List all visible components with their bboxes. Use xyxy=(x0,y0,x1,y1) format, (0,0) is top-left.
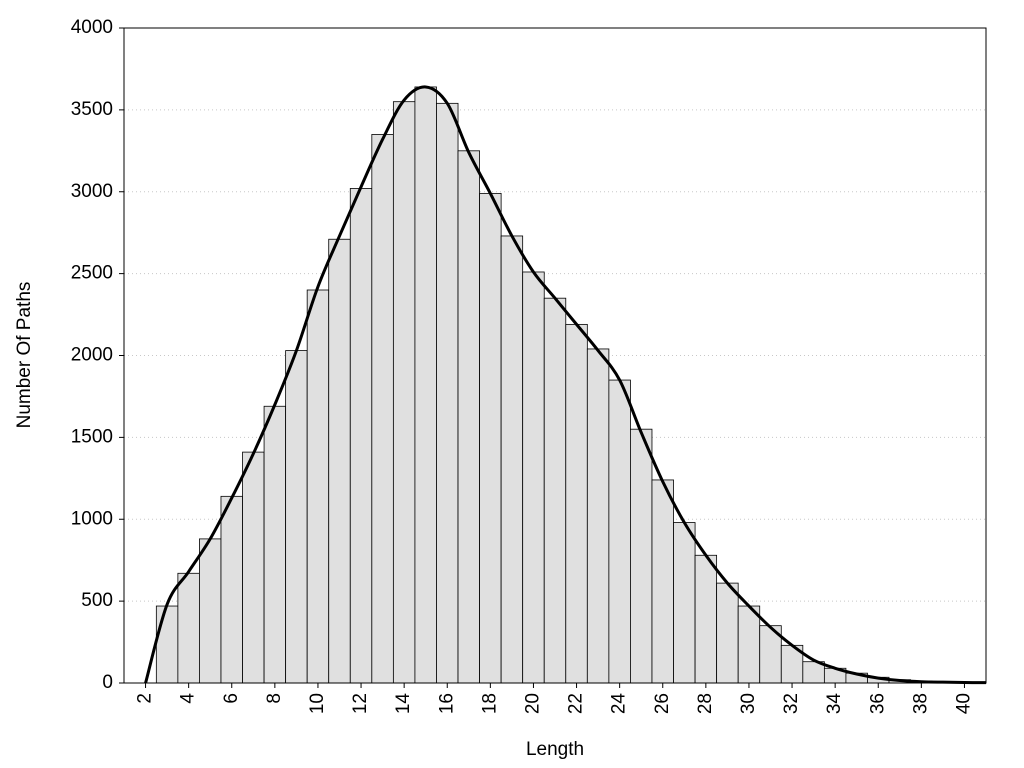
x-tick-label: 4 xyxy=(178,693,199,704)
bar xyxy=(500,235,524,684)
x-tick-label: 24 xyxy=(609,693,630,715)
bar xyxy=(349,188,373,684)
y-tick-label: 1000 xyxy=(71,508,113,529)
bar xyxy=(737,605,761,684)
bar xyxy=(392,101,416,684)
bar xyxy=(543,297,567,684)
bar xyxy=(220,495,243,684)
bar xyxy=(565,323,588,684)
x-tick-label: 18 xyxy=(479,693,500,714)
bar xyxy=(371,134,394,684)
x-tick-label: 10 xyxy=(307,693,328,714)
x-tick-label: 36 xyxy=(867,693,888,714)
x-tick-label: 22 xyxy=(566,693,587,714)
x-tick-label: 12 xyxy=(350,693,371,714)
y-tick-label: 3500 xyxy=(71,99,113,120)
y-tick-label: 1500 xyxy=(71,426,113,447)
y-tick-label: 0 xyxy=(102,672,113,693)
x-tick-label: 6 xyxy=(221,693,242,704)
bar xyxy=(199,538,222,684)
bar xyxy=(651,479,674,684)
y-tick-label: 2500 xyxy=(71,263,113,284)
bar xyxy=(414,86,437,684)
bar xyxy=(177,572,200,684)
bar xyxy=(608,379,631,684)
y-tick-label: 500 xyxy=(81,590,113,611)
bar xyxy=(242,451,265,684)
x-tick-label: 14 xyxy=(393,693,414,715)
bar xyxy=(694,554,718,684)
bar xyxy=(457,150,480,684)
y-axis-label: Number Of Paths xyxy=(14,282,35,429)
x-tick-label: 8 xyxy=(264,693,285,704)
x-tick-label: 2 xyxy=(135,693,156,704)
x-tick-label: 16 xyxy=(436,693,457,714)
x-tick-label: 34 xyxy=(824,693,845,715)
x-tick-label: 32 xyxy=(781,693,802,714)
bar xyxy=(586,348,610,684)
bar xyxy=(436,102,459,684)
x-tick-label: 20 xyxy=(522,693,543,714)
bar xyxy=(522,271,545,684)
bar xyxy=(630,428,653,684)
bar xyxy=(263,405,287,684)
x-axis-label: Length xyxy=(526,739,584,760)
x-tick-label: 30 xyxy=(738,693,759,714)
bar xyxy=(306,289,330,684)
bar xyxy=(155,605,179,684)
x-tick-label: 38 xyxy=(910,693,931,714)
y-tick-label: 2000 xyxy=(71,345,113,366)
bar xyxy=(285,350,308,684)
bar xyxy=(328,238,351,684)
x-tick-label: 28 xyxy=(695,693,716,714)
density-curve xyxy=(144,85,987,685)
bar xyxy=(716,582,739,684)
plot-frame xyxy=(123,27,987,684)
y-tick-label: 3000 xyxy=(71,181,113,202)
x-tick-label: 40 xyxy=(953,693,974,714)
y-tick-label: 4000 xyxy=(71,17,113,38)
x-tick-label: 26 xyxy=(652,693,673,714)
bar xyxy=(673,522,696,684)
bar xyxy=(479,192,502,684)
